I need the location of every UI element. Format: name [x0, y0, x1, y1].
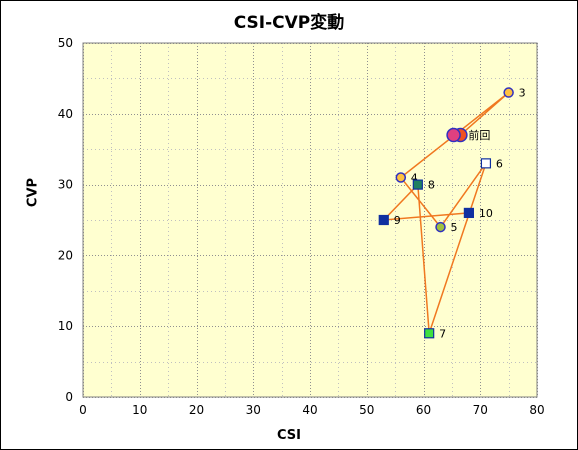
point-label: 10	[479, 207, 493, 220]
point-label: 3	[519, 87, 526, 100]
x-tick-label: 70	[473, 403, 488, 417]
data-point	[395, 172, 407, 183]
x-tick-label: 40	[302, 403, 317, 417]
y-tick-label: 30	[58, 178, 73, 192]
point-label: 前回	[468, 128, 490, 142]
x-tick-label: 0	[79, 403, 87, 417]
y-tick-label: 40	[58, 107, 73, 121]
y-tick-label: 50	[58, 36, 73, 50]
data-point	[463, 207, 474, 219]
point-label: 8	[428, 179, 435, 192]
data-point	[480, 158, 492, 169]
y-tick-label: 20	[58, 248, 73, 262]
data-point	[378, 214, 389, 226]
data-point	[424, 328, 435, 339]
data-point	[503, 87, 514, 98]
point-label: 7	[439, 327, 446, 340]
x-tick-label: 50	[359, 403, 374, 417]
point-label: 9	[394, 214, 401, 227]
x-tick-label: 20	[189, 403, 204, 417]
x-tick-label: 80	[529, 403, 544, 417]
y-tick-label: 0	[65, 390, 73, 404]
data-point	[435, 221, 446, 233]
y-tick-label: 10	[58, 319, 73, 333]
chart-title: CSI-CVP変動	[233, 13, 345, 33]
point-label: 5	[451, 221, 458, 234]
data-point	[446, 127, 461, 143]
data-point	[412, 179, 423, 190]
x-axis-label: CSI	[277, 428, 301, 443]
point-label: 6	[496, 157, 503, 170]
data-points: 前回 3 4 5 6 7 8 9 10	[378, 87, 526, 340]
x-tick-label: 60	[416, 403, 431, 417]
x-tick-labels: 0 10 20 30 40 50 60 70 80	[79, 403, 544, 417]
x-tick-label: 10	[132, 403, 147, 417]
y-tick-labels: 0 10 20 30 40 50	[58, 36, 73, 404]
plot-border	[82, 42, 538, 398]
x-tick-label: 30	[246, 403, 261, 417]
point-label: 4	[411, 172, 418, 185]
